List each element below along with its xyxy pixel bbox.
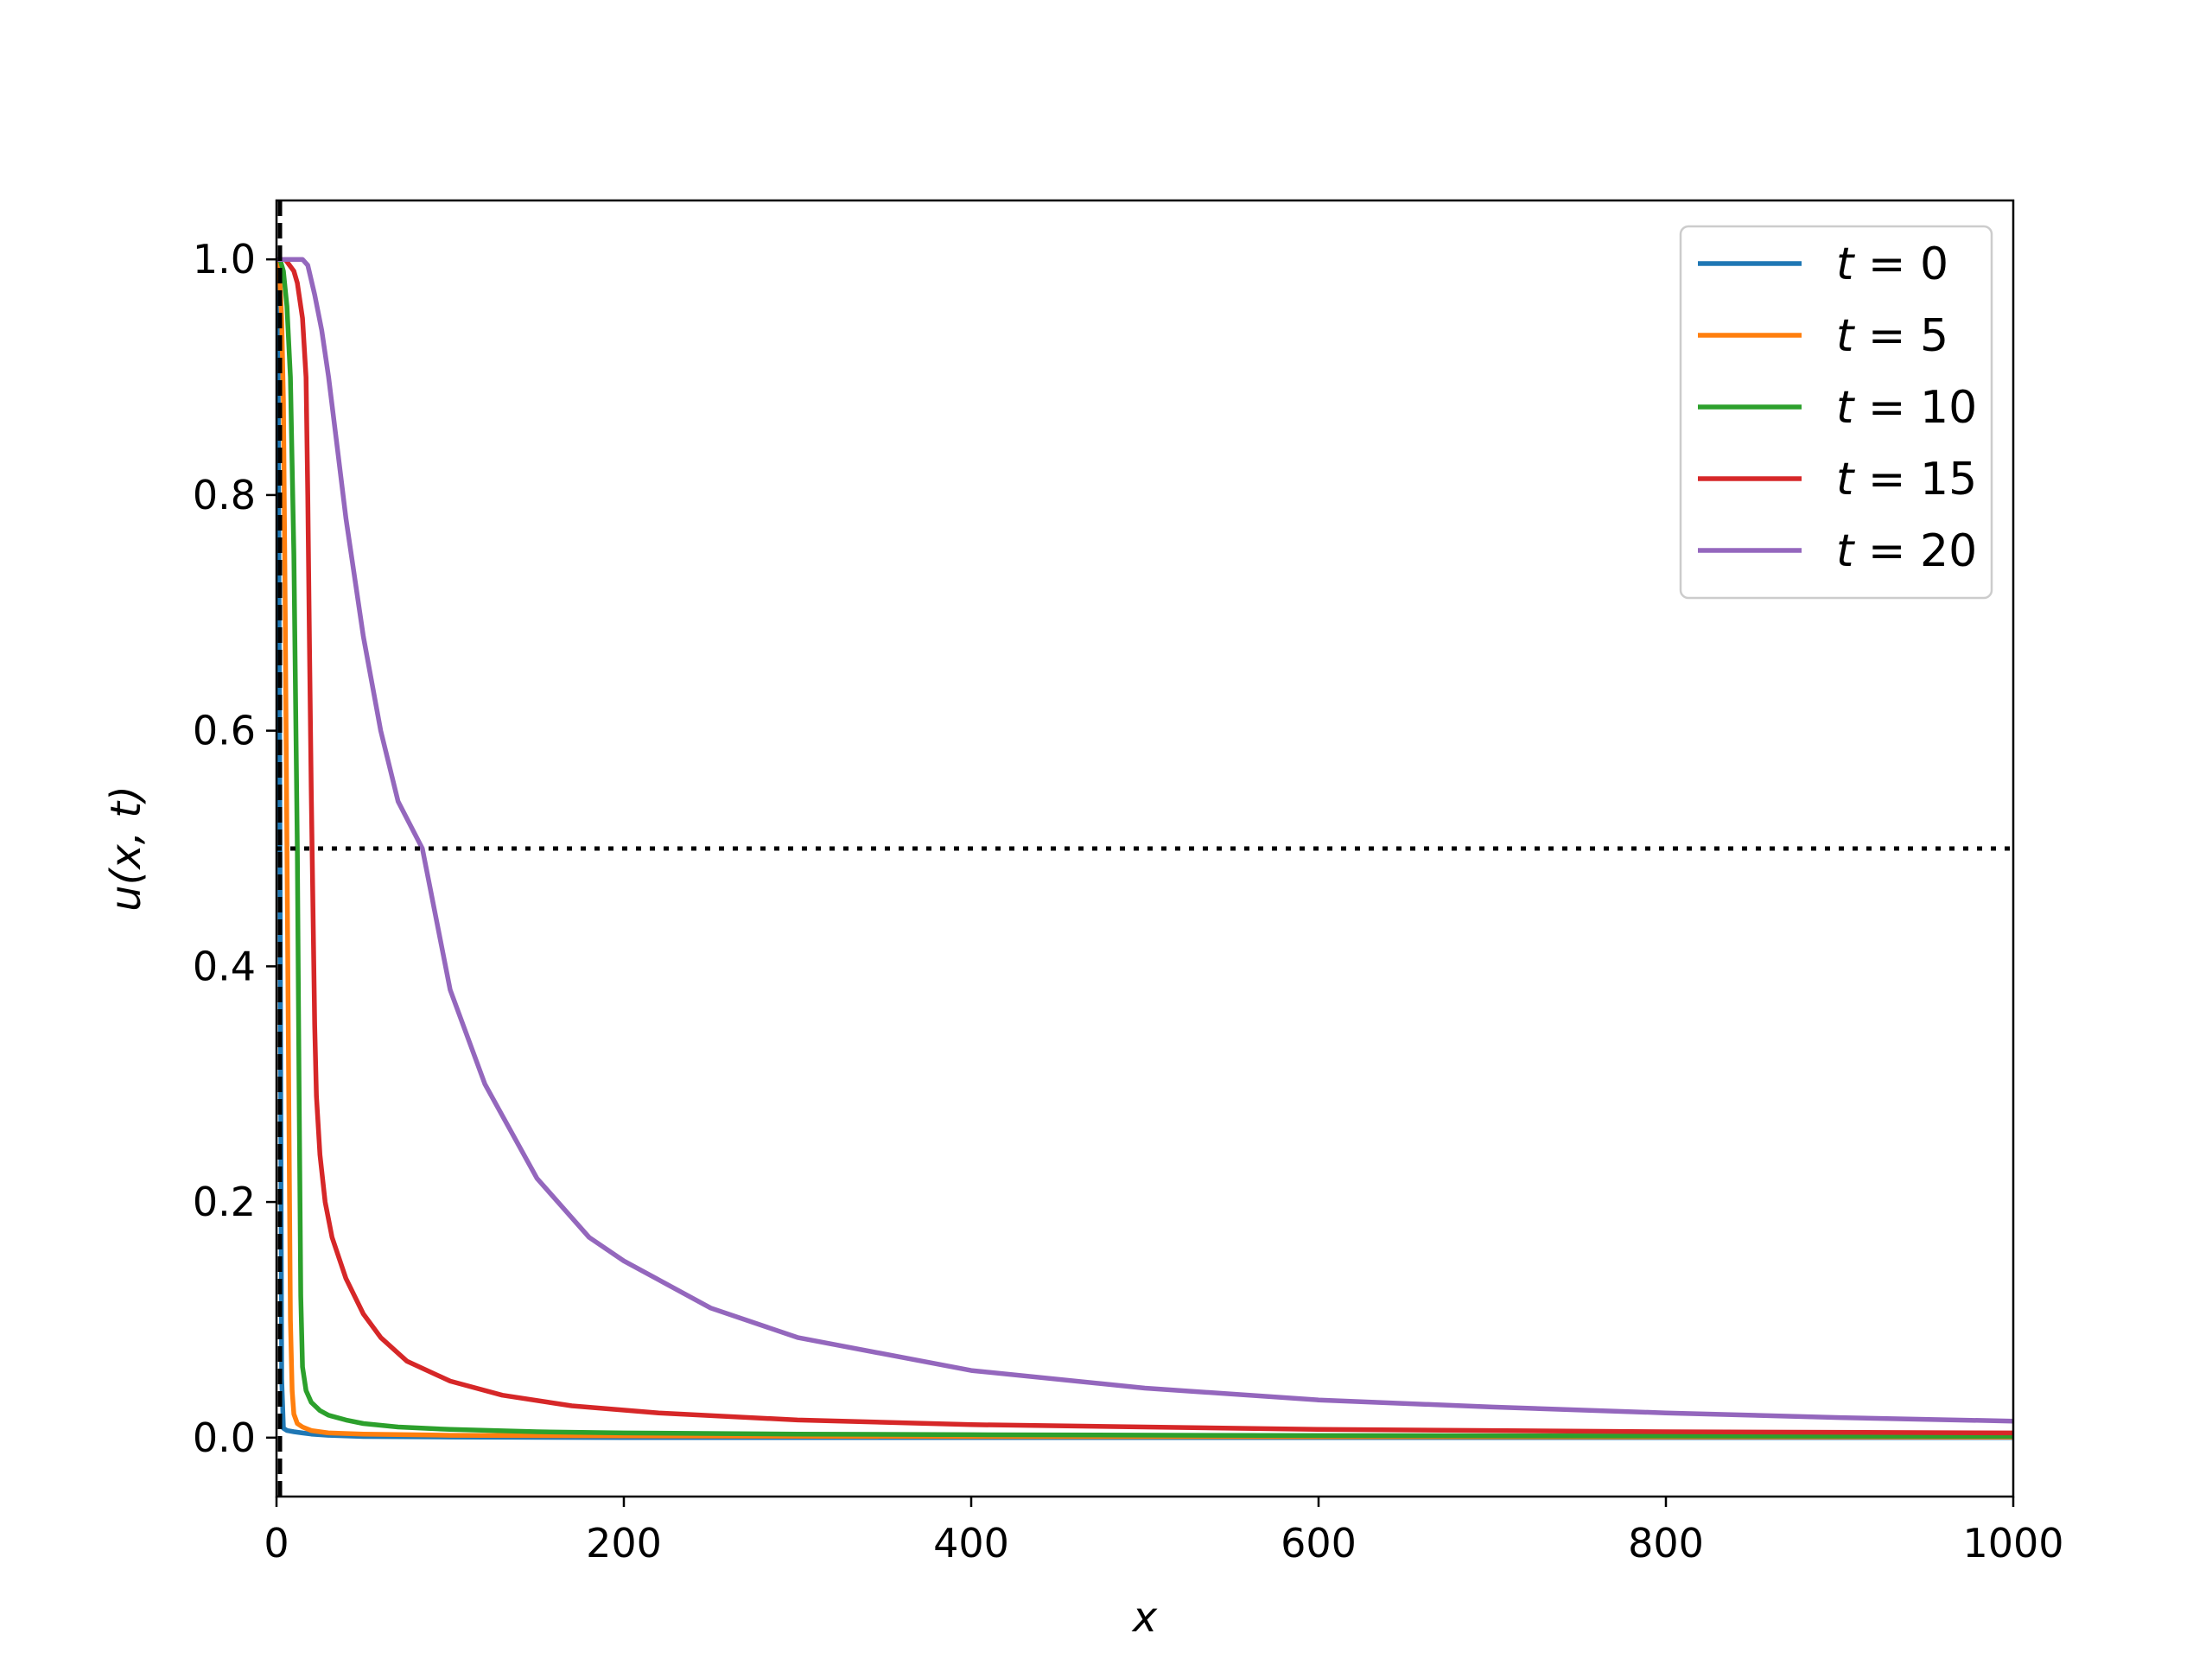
legend-label-2: t = 10 (1836, 382, 1977, 434)
y-tick-label: 0.4 (193, 943, 256, 989)
legend-label-1: t = 5 (1836, 310, 1948, 362)
series-line-4 (276, 257, 2013, 1424)
legend-box (1679, 225, 1993, 600)
reference-lines (276, 200, 2013, 1497)
x-tick-label: 600 (1281, 1520, 1357, 1567)
x-axis-label: x (1131, 1593, 1158, 1642)
x-axis: 0 200 400 600 800 1000 (264, 1497, 2064, 1567)
y-tick-label: 0.6 (193, 708, 256, 754)
x-tick-label: 200 (586, 1520, 662, 1567)
x-tick-label: 0 (264, 1520, 289, 1567)
x-tick-label: 400 (933, 1520, 1009, 1567)
legend-label-4: t = 20 (1836, 525, 1977, 577)
y-tick-label: 0.2 (193, 1179, 256, 1225)
series-line-2 (276, 257, 2013, 1440)
y-tick-label: 0.0 (193, 1414, 256, 1461)
plot-frame (275, 199, 2015, 1498)
legend-label-3: t = 15 (1836, 454, 1977, 505)
y-axis: 0.0 0.2 0.4 0.6 0.8 1.0 (193, 236, 276, 1461)
legend: t = 0 t = 5 t = 10 t = 15 t = 20 (1679, 225, 1993, 600)
x-tick-label: 1000 (1962, 1520, 2063, 1567)
y-tick-label: 0.8 (193, 472, 256, 518)
series-line-3 (276, 257, 2013, 1436)
legend-label-0: t = 0 (1836, 238, 1948, 290)
y-tick-label: 1.0 (193, 236, 256, 283)
x-tick-label: 800 (1628, 1520, 1704, 1567)
y-axis-label: u(x, t) (102, 785, 150, 912)
